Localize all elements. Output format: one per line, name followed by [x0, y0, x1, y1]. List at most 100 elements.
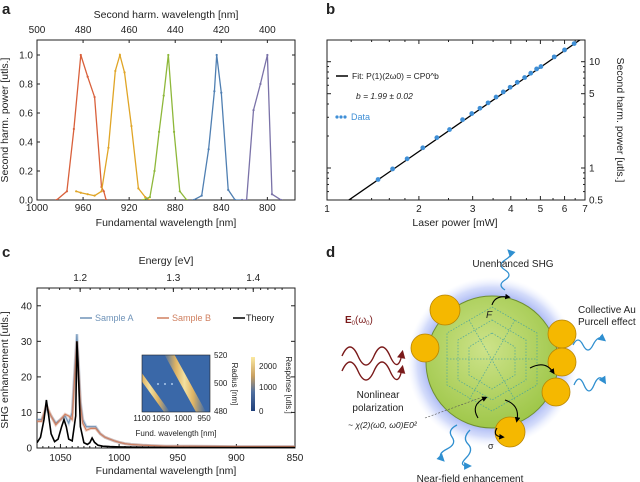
inset-frame: [141, 354, 211, 413]
inset-ytick: 520: [214, 351, 228, 360]
data-point: [220, 91, 223, 94]
data-point: [144, 196, 147, 199]
inset-marker: [164, 383, 166, 385]
y-tick-label: 10: [21, 408, 33, 419]
data-point: [213, 90, 216, 93]
panel-label-d: d: [326, 244, 335, 261]
top-x-tick-label: 480: [75, 25, 92, 36]
panel-a-ylabel: Second harm. power [utls.]: [0, 57, 11, 182]
top-x-tick-label: 460: [121, 25, 138, 36]
data-point: [404, 156, 410, 162]
x-tick-label: 7: [582, 204, 588, 215]
collective-label-line2: Purcell effect: [578, 317, 636, 328]
collective-label-line1: Collective Au: [578, 305, 636, 316]
inset-ylabel: Radius [nm]: [230, 363, 239, 406]
data-point: [102, 190, 105, 193]
data-point: [252, 109, 255, 112]
x-tick-label: 920: [121, 203, 138, 214]
data-point: [137, 187, 140, 190]
inset-xtick: 1050: [152, 414, 170, 423]
y-tick-label: 0.4: [19, 138, 33, 149]
inset-heatmap: 1100 1050 1000 950 Fund. wavelength [nm]…: [133, 351, 293, 438]
y-tick-label: 1: [589, 164, 595, 175]
data-point: [157, 130, 161, 133]
x-tick-label: 3: [470, 204, 476, 215]
data-point: [55, 198, 58, 200]
data-legend-marker: [335, 115, 339, 119]
data-point: [522, 75, 528, 80]
sigma-label: σ: [488, 441, 494, 451]
x-tick-label: 960: [75, 203, 92, 214]
fit-value-label: b = 1.99 ± 0.02: [356, 91, 413, 101]
panel-d-diagram: F σ E0(ω0) Nonlinear polarization ~ χ(2)…: [341, 249, 636, 482]
data-point: [130, 124, 133, 128]
y-tick-label: 30: [21, 337, 33, 348]
legend-theory: Theory: [246, 313, 275, 323]
fit-line: [347, 40, 581, 200]
data-point: [534, 66, 540, 72]
data-point: [86, 193, 89, 196]
x-tick-label: 850: [287, 453, 304, 464]
colorbar-tick: 0: [259, 407, 264, 416]
x-tick-label: 1000: [108, 453, 131, 464]
panel-b-frame: [326, 39, 586, 201]
y-tick-label: 0.5: [589, 196, 603, 207]
panel-c-chart: 1050 1000 950 900 850 0 10 20 30 40 1.2 1.3 1.4 Samp…: [0, 255, 304, 477]
data-point: [240, 198, 244, 200]
data-point: [514, 79, 520, 85]
data-point: [141, 198, 145, 200]
field-label: E0(ω0): [345, 315, 373, 327]
coupling-arrow: [504, 399, 521, 423]
top-x-tick-label: 1.3: [166, 273, 180, 284]
inset-xtick: 1100: [133, 414, 151, 423]
y-tick-label: 0.6: [19, 109, 33, 120]
data-point: [65, 190, 69, 193]
gold-nanoparticles: [410, 294, 577, 448]
x-tick-label: 900: [228, 453, 245, 464]
data-point: [79, 191, 82, 194]
data-point: [375, 177, 381, 182]
series-line-peak-805: [242, 54, 282, 200]
data-point: [100, 190, 103, 193]
panel-c-ylabel: SHG enhancement [utls.]: [0, 311, 11, 428]
top-x-tick-label: 1.2: [73, 273, 87, 284]
data-point: [185, 198, 188, 200]
colorbar-tick: 1000: [259, 383, 277, 392]
x-tick-label: 5: [538, 204, 544, 215]
force-label: F: [486, 310, 493, 321]
inset-marker: [171, 383, 173, 385]
data-point: [477, 105, 483, 111]
panel-label-c: c: [2, 244, 10, 261]
panel-b-chart: 1 2 3 4 5 6 70.5 1 5 10 Fit: P(1)(2ω0) = CP0^b b …: [324, 39, 626, 229]
x-tick-label: 1050: [49, 453, 72, 464]
near-field-wave: [461, 429, 472, 470]
data-point: [390, 166, 395, 172]
inset-stripe-1: [142, 373, 170, 412]
data-point: [259, 82, 262, 86]
data-point: [178, 190, 181, 193]
data-point: [72, 127, 75, 131]
data-point: [434, 135, 440, 141]
nonlinear-label-line1: Nonlinear: [357, 390, 400, 401]
data-point: [507, 84, 513, 90]
data-point: [266, 53, 269, 57]
scattering-arrow: [494, 427, 505, 440]
near-field-wave: [436, 424, 458, 462]
data-point: [420, 145, 426, 151]
y-tick-label: 5: [589, 89, 595, 100]
x-tick-label: 800: [259, 203, 276, 214]
top-x-tick-label: 440: [167, 25, 184, 36]
inset-colorbar: [251, 357, 255, 411]
data-point: [234, 198, 237, 200]
panel-a-frame: [36, 39, 296, 201]
data-point: [172, 130, 176, 133]
data-point: [215, 53, 218, 57]
y-tick-label: 20: [21, 372, 33, 383]
panel-label-a: a: [2, 1, 11, 18]
data-point: [123, 71, 126, 74]
x-tick-label: 2: [416, 204, 422, 215]
leader-line: [424, 397, 481, 419]
data-point: [153, 169, 156, 173]
data-point: [148, 196, 151, 199]
